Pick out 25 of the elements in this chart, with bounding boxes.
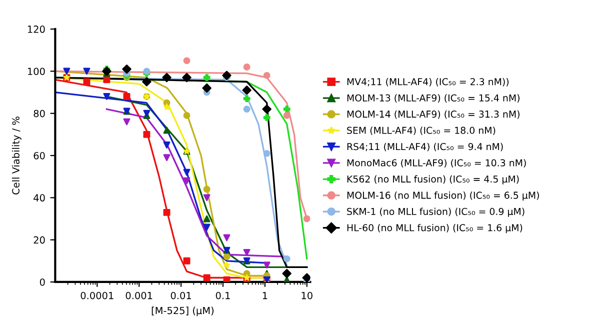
x-tick-label: 0.0001 [80,292,114,300]
x-tick-label: 10 [302,292,312,300]
y-tick-label: 100 [28,68,45,76]
x-tick-label: 0.1 [216,292,230,300]
x-tick-label: 0.01 [170,292,191,300]
y-tick-label: 80 [34,110,45,118]
y-tick-label: 120 [28,26,45,33]
legend-label: RS4;11 (MLL-AF4) (IC₅₀ = 9.4 nM) [347,142,503,152]
y-tick-label: 0 [40,278,45,286]
y-tick-label: 20 [34,236,45,244]
x-axis-title: [M-525] (μM) [152,306,214,316]
legend-label: HL-60 (no MLL fusion) (IC₅₀ = 1.6 μM) [347,224,522,234]
x-tick-label: 1 [262,292,268,300]
legend-label: MV4;11 (MLL-AF4) (IC₅₀ = 2.3 nM)) [347,78,509,86]
legend-label: K562 (no MLL fusion) (IC₅₀ = 4.5 μM) [347,175,519,184]
y-tick-label: 40 [34,194,45,202]
y-axis-title: Cell Viability / % [12,116,22,194]
legend-label: MonoMac6 (MLL-AF9) (IC₅₀ = 10.3 nM) [347,159,526,168]
y-tick-label: 60 [34,152,45,160]
legend-label: SEM (MLL-AF4) (IC₅₀ = 18.0 nM) [347,126,496,136]
legend-label: MOLM-16 (no MLL fusion) (IC₅₀ = 6.5 μM) [347,192,539,201]
legend-label: SKM-1 (no MLL fusion) (IC₅₀ = 0.9 μM) [347,208,524,217]
legend-label: MOLM-13 (MLL-AF9) (IC₅₀ = 15.4 nM) [347,94,520,103]
x-tick-label: 0.001 [126,292,152,300]
legend-label: MOLM-14 (MLL-AF9) (IC₅₀ = 31.3 nM) [347,110,520,119]
